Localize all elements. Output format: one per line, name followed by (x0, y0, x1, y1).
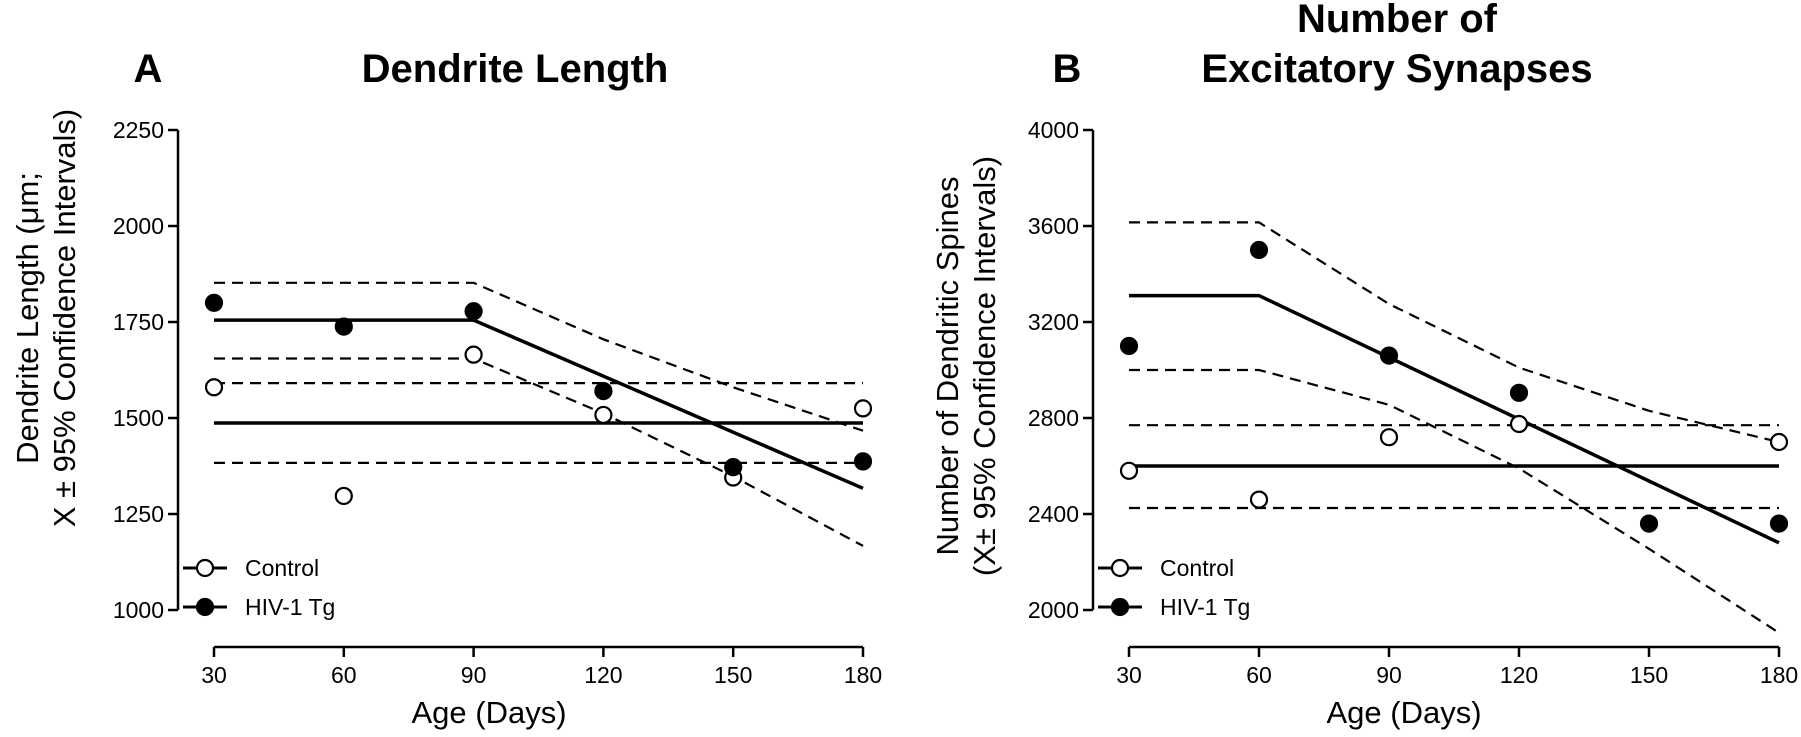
panel-b-hiv-1-tg-ci-lower (1129, 368, 1780, 634)
panel-b-ytick-label: 4000 (1028, 117, 1079, 143)
panel-a-title: Dendrite Length (362, 47, 669, 91)
panel-b-legend-marker (1110, 597, 1130, 617)
panel-b-hiv-1-tg-point (1249, 240, 1269, 260)
panel-a-control-point (464, 345, 483, 364)
panel-a-hiv-1-tg-point (853, 452, 873, 471)
panel-b-plot: 2000 2400 2800 3200 3600 4000 30 60 90 120 150 180 C… (1028, 117, 1798, 688)
panel-b-xtick-label: 120 (1500, 662, 1538, 688)
panel-a-control-point (334, 486, 353, 506)
panel-b-control-point (1769, 432, 1789, 452)
panel-a-ytick-label: 2250 (113, 117, 164, 143)
panel-b-hiv-1-tg-ci-upper (1129, 221, 1780, 444)
panel-b-ytick-label: 2800 (1028, 405, 1079, 431)
panel-b-ytick-label: 2000 (1028, 597, 1079, 623)
panel-b-xtick-label: 30 (1116, 662, 1142, 688)
panel-a-xtick-label: 90 (461, 662, 487, 688)
panel-a-hiv-1-tg-point (204, 293, 224, 312)
panel-a-letter: A (134, 47, 163, 91)
panel-b-hiv-1-tg-point (1769, 514, 1789, 533)
panel-a-control-point (594, 405, 613, 425)
panel-b-hiv-1-tg-point (1119, 336, 1139, 356)
panel-b-ytick-label: 3600 (1028, 213, 1079, 239)
panel-b: B Number of Excitatory Synapses Number o… (930, 0, 1798, 730)
panel-b-hiv-1-tg-point (1509, 383, 1529, 402)
panel-a-ylabel-line2: X ± 95% Confidence Intervals) (47, 109, 82, 528)
panel-a: A Dendrite Length Dendrite Length (μm; X… (10, 47, 882, 730)
panel-b-xtick-label: 180 (1760, 662, 1798, 688)
panel-a-xlabel: Age (Days) (411, 695, 566, 730)
panel-a-hiv-1-tg-ci-lower (214, 357, 864, 547)
panel-a-ytick-label: 1000 (113, 597, 164, 623)
panel-b-xlabel: Age (Days) (1326, 695, 1481, 730)
panel-a-legend-marker (195, 558, 215, 578)
panel-a-xtick-label: 60 (331, 662, 357, 688)
panel-a-hiv-1-tg-point (334, 317, 353, 336)
panel-a-ylabel-line1: Dendrite Length (μm; (10, 172, 45, 464)
panel-b-title-line2: Excitatory Synapses (1201, 47, 1592, 91)
panel-b-legend-label: HIV-1 Tg (1160, 594, 1250, 620)
panel-b-xtick-label: 90 (1376, 662, 1402, 688)
panel-b-hiv-1-tg-point (1639, 514, 1659, 533)
panel-b-legend-marker (1110, 558, 1130, 578)
panel-a-ytick-label: 1500 (113, 405, 164, 431)
panel-a-ytick-label: 1250 (113, 501, 164, 527)
panel-b-ylabel-line1: Number of Dendritic Spines (930, 176, 965, 555)
panel-b-xtick-label: 150 (1630, 662, 1668, 688)
panel-a-xtick-label: 180 (844, 662, 882, 688)
panel-b-control-point (1509, 414, 1529, 434)
panel-b-title-line1: Number of (1297, 0, 1498, 41)
panel-b-ytick-label: 3200 (1028, 309, 1079, 335)
panel-b-control-point (1379, 428, 1399, 447)
panel-b-letter: B (1053, 47, 1082, 91)
panel-b-control-point (1119, 461, 1139, 480)
panel-b-ylabel-line2: (X± 95% Confidence Intervals) (967, 156, 1002, 576)
panel-b-xtick-label: 60 (1246, 662, 1272, 688)
panel-a-legend-label: HIV-1 Tg (245, 594, 335, 620)
panel-a-xtick-label: 150 (714, 662, 752, 688)
panel-a-hiv-1-tg-ci-upper (214, 281, 864, 432)
panel-a-hiv-1-tg-point (594, 382, 613, 401)
panel-b-legend-label: Control (1160, 555, 1234, 581)
panel-a-xtick-label: 120 (584, 662, 622, 688)
panel-b-hiv-1-tg-point (1379, 346, 1399, 365)
panel-a-legend-label: Control (245, 555, 319, 581)
panel-a-legend-marker (195, 597, 215, 617)
panel-a-ytick-label: 1750 (113, 309, 164, 335)
panel-a-ytick-label: 2000 (113, 213, 164, 239)
panel-a-control-point (204, 378, 224, 397)
panel-b-hiv-1-tg-fit-line (1129, 293, 1780, 545)
panel-a-hiv-1-tg-point (464, 302, 483, 321)
panel-b-ytick-label: 2400 (1028, 501, 1079, 527)
panel-a-hiv-1-tg-point (724, 458, 743, 477)
panel-a-plot: 1000 1250 1500 1750 2000 2250 30 60 90 120 150 180 C… (113, 117, 882, 688)
panel-a-control-point (853, 399, 873, 418)
panel-b-control-point (1249, 490, 1269, 509)
panel-a-xtick-label: 30 (201, 662, 227, 688)
